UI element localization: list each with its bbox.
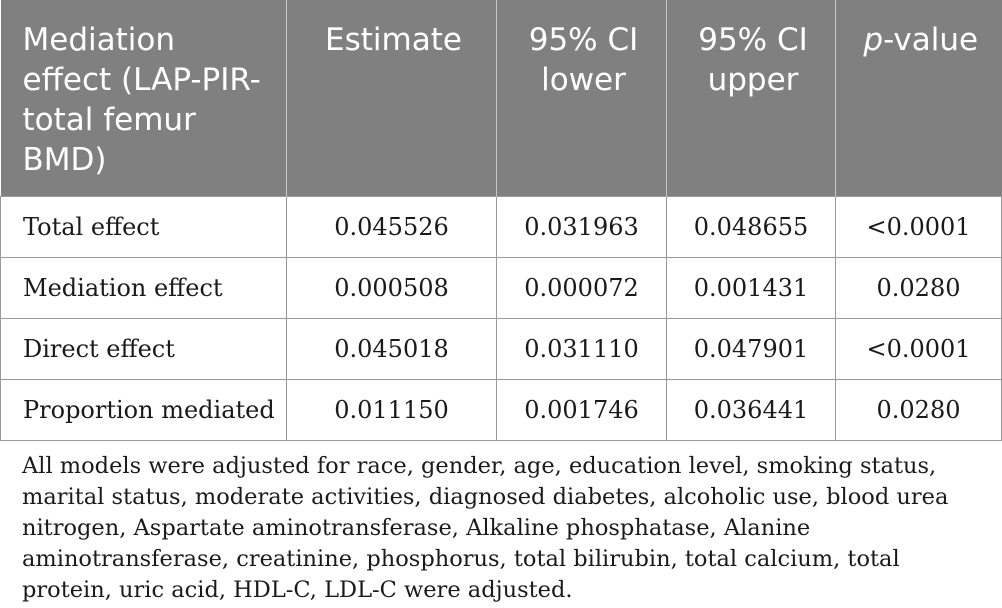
cell-ci-lower: 0.000072 [496,256,667,319]
cell-p-value: <0.0001 [835,195,1002,258]
table-row: Mediation effect 0.000508 0.000072 0.001… [0,256,1002,319]
mediation-table: Mediation effect (LAP-PIR-total femur BM… [0,0,1002,441]
header-row: Mediation effect (LAP-PIR-total femur BM… [0,0,1002,196]
cell-ci-lower: 0.031110 [496,317,667,380]
header-p-value: p-value [835,0,1002,196]
table-footnote: All models were adjusted for race, gende… [22,453,949,603]
table-row: Direct effect 0.045018 0.031110 0.047901… [0,317,1002,380]
header-p-rest: -value [883,22,979,58]
table-row: Proportion mediated 0.011150 0.001746 0.… [0,378,1002,441]
header-mediation-effect: Mediation effect (LAP-PIR-total femur BM… [0,0,287,196]
cell-ci-upper: 0.036441 [666,378,836,441]
table-body: Total effect 0.045526 0.031963 0.048655 … [0,195,1002,441]
cell-estimate: 0.011150 [286,378,497,441]
row-label: Direct effect [0,317,287,380]
cell-ci-upper: 0.001431 [666,256,836,319]
cell-p-value: 0.0280 [835,378,1002,441]
header-ci-lower: 95% CI lower [496,0,667,196]
row-label: Proportion mediated [0,378,287,441]
cell-estimate: 0.045526 [286,195,497,258]
cell-ci-lower: 0.001746 [496,378,667,441]
cell-estimate: 0.000508 [286,256,497,319]
row-label: Total effect [0,195,287,258]
cell-estimate: 0.045018 [286,317,497,380]
cell-p-value: <0.0001 [835,317,1002,380]
table-row: Total effect 0.045526 0.031963 0.048655 … [0,195,1002,258]
mediation-table-container: Mediation effect (LAP-PIR-total femur BM… [0,0,1002,441]
row-label: Mediation effect [0,256,287,319]
cell-ci-upper: 0.047901 [666,317,836,380]
header-estimate: Estimate [286,0,497,196]
header-ci-upper: 95% CI upper [666,0,836,196]
cell-ci-lower: 0.031963 [496,195,667,258]
cell-p-value: 0.0280 [835,256,1002,319]
header-p-italic: p [863,22,884,58]
cell-ci-upper: 0.048655 [666,195,836,258]
table-header: Mediation effect (LAP-PIR-total femur BM… [0,0,1002,196]
